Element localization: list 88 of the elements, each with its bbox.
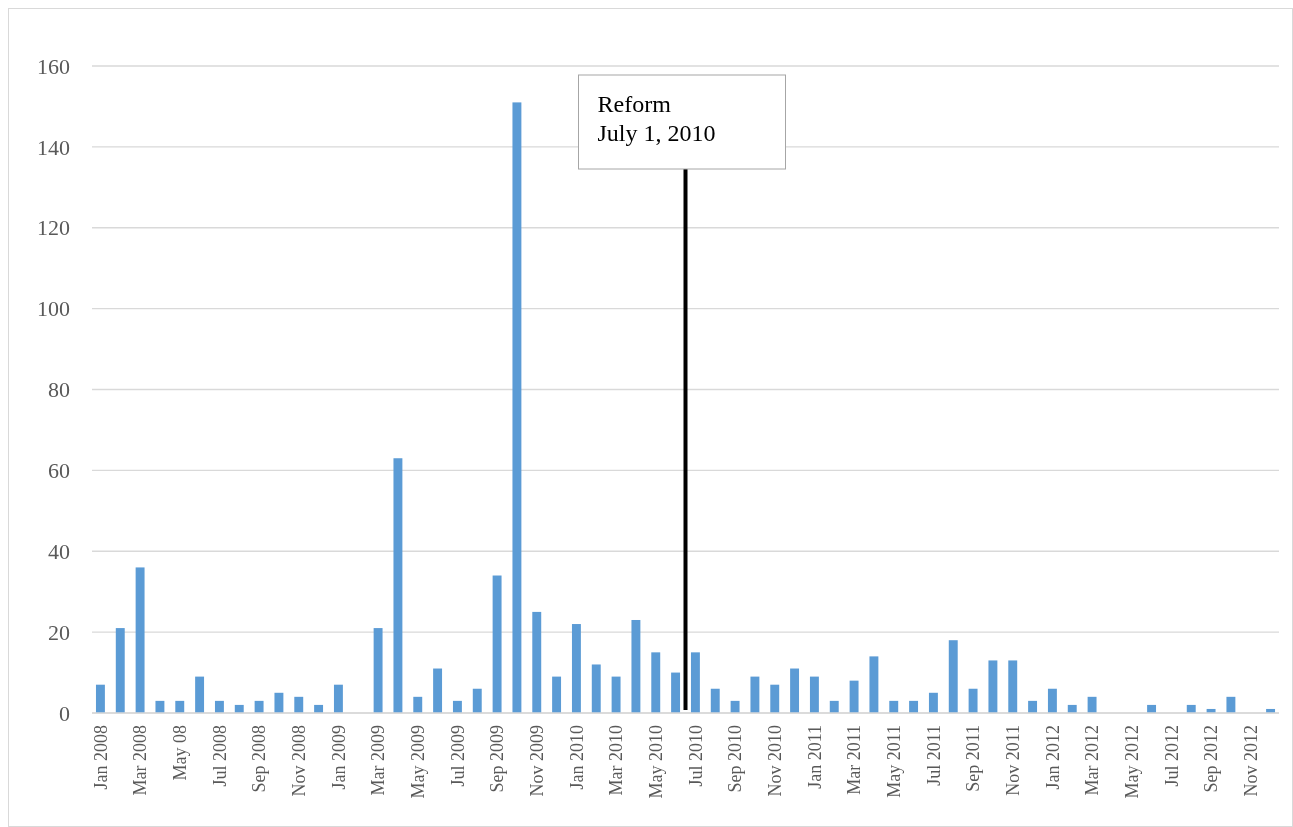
x-tick-label: Nov 2010 xyxy=(765,725,786,797)
x-tick-label: May 08 xyxy=(170,725,191,781)
bar xyxy=(135,567,145,713)
bar xyxy=(1028,700,1038,713)
bar xyxy=(115,628,125,713)
x-tick-label: Jul 2012 xyxy=(1161,725,1182,787)
x-tick-label: Mar 2010 xyxy=(606,725,627,796)
y-tick-label: 20 xyxy=(48,619,70,645)
bar xyxy=(809,676,819,713)
bar xyxy=(294,696,304,713)
bar xyxy=(829,700,839,713)
x-tick-label: Jul 2011 xyxy=(923,725,944,786)
x-tick-label: Mar 2011 xyxy=(844,725,865,795)
bar xyxy=(750,676,760,713)
x-tick-label: Jan 2012 xyxy=(1042,725,1063,790)
bar xyxy=(512,102,522,713)
bar xyxy=(254,700,264,713)
x-tick-label: Jan 2009 xyxy=(328,725,349,790)
bar xyxy=(928,692,938,713)
x-tick-label: Jan 2008 xyxy=(90,725,111,790)
x-tick-label: Mar 2012 xyxy=(1082,725,1103,796)
x-tick-label: Mar 2009 xyxy=(368,725,389,796)
bar xyxy=(591,664,601,713)
bar xyxy=(552,676,562,713)
bar xyxy=(1008,660,1018,713)
x-tick-label: Sep 2010 xyxy=(725,725,746,793)
bar xyxy=(452,700,462,713)
x-tick-label: Sep 2009 xyxy=(487,725,508,793)
bar xyxy=(611,676,621,713)
bar xyxy=(1047,688,1057,713)
x-tick-label: Sep 2008 xyxy=(249,725,270,793)
bar xyxy=(671,672,681,713)
bar xyxy=(195,676,205,713)
x-tick-label: Nov 2011 xyxy=(1003,725,1024,796)
x-tick-label: May 2012 xyxy=(1122,725,1143,799)
x-tick-label: May 2010 xyxy=(646,725,667,799)
bar xyxy=(95,684,105,713)
bar xyxy=(175,700,185,713)
y-tick-label: 0 xyxy=(59,700,70,726)
y-tick-label: 160 xyxy=(37,53,70,79)
y-tick-label: 40 xyxy=(48,538,70,564)
ref-line-label: Reform July 1, 2010 xyxy=(597,91,716,146)
bar xyxy=(373,628,383,713)
y-tick-label: 120 xyxy=(37,215,70,241)
x-tick-label: May 2009 xyxy=(408,725,429,799)
x-tick-label: Sep 2012 xyxy=(1201,725,1222,793)
x-tick-label: Sep 2011 xyxy=(963,725,984,792)
bar xyxy=(274,692,284,713)
y-tick-label: 140 xyxy=(37,134,70,160)
bar xyxy=(472,688,482,713)
bar xyxy=(393,458,403,713)
bar xyxy=(155,700,165,713)
bar xyxy=(849,680,859,713)
bar xyxy=(730,700,740,713)
bar xyxy=(710,688,720,713)
x-tick-label: Jul 2008 xyxy=(209,725,230,787)
bar xyxy=(651,652,661,713)
x-tick-label: Mar 2008 xyxy=(130,725,151,796)
x-tick-label: Jan 2010 xyxy=(566,725,587,790)
y-tick-label: 100 xyxy=(37,296,70,322)
x-tick-label: Jan 2011 xyxy=(804,725,825,789)
bar xyxy=(571,624,581,713)
bar xyxy=(968,688,978,713)
bar xyxy=(770,684,780,713)
bar xyxy=(948,640,958,713)
bar xyxy=(909,700,919,713)
x-tick-label: Jul 2009 xyxy=(447,725,468,787)
bar xyxy=(532,611,542,713)
x-tick-label: Nov 2008 xyxy=(289,725,310,797)
x-tick-label: Jul 2010 xyxy=(685,725,706,787)
bar xyxy=(433,668,443,713)
bar xyxy=(631,619,641,713)
x-tick-label: May 2011 xyxy=(884,725,905,798)
y-tick-label: 60 xyxy=(48,458,70,484)
bar xyxy=(889,700,899,713)
y-tick-label: 80 xyxy=(48,377,70,403)
bar xyxy=(690,652,700,713)
bar xyxy=(333,684,343,713)
x-tick-label: Nov 2009 xyxy=(527,725,548,797)
bar xyxy=(413,696,423,713)
bar xyxy=(492,575,502,713)
bar xyxy=(214,700,224,713)
bar xyxy=(1226,696,1236,713)
bar xyxy=(790,668,800,713)
bar xyxy=(869,656,879,713)
x-tick-label: Nov 2012 xyxy=(1241,725,1262,797)
bar xyxy=(1087,696,1097,713)
bar xyxy=(988,660,998,713)
